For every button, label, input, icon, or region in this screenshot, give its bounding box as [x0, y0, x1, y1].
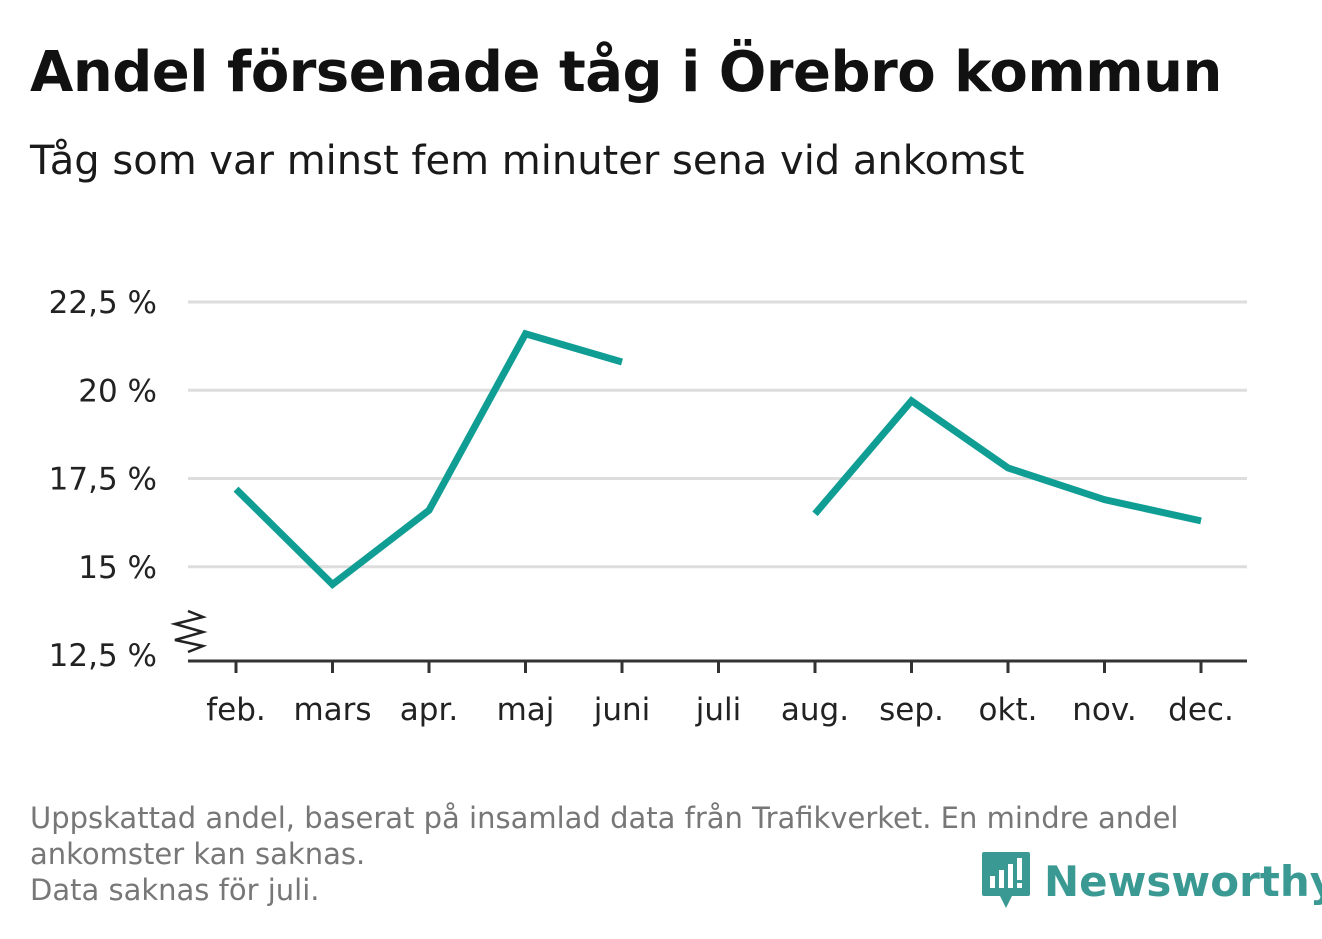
- x-tick-label: maj: [497, 692, 555, 728]
- brand-name: Newsworthy: [1044, 856, 1322, 906]
- series-line: [812, 396, 1202, 525]
- x-tick-label: feb.: [206, 692, 266, 728]
- bar-chart-speech-bubble-icon: [982, 852, 1030, 908]
- x-tick-label: sep.: [879, 692, 944, 728]
- x-tick-label: dec.: [1168, 692, 1234, 728]
- x-tick-label: okt.: [979, 692, 1038, 728]
- x-tick-label: apr.: [400, 692, 458, 728]
- x-tick-label: nov.: [1072, 692, 1136, 728]
- series: [233, 329, 1202, 590]
- x-tick-label: juli: [695, 692, 742, 728]
- x-tick-label: mars: [293, 692, 371, 728]
- x-axis: feb. mars apr. maj juni juli aug. sep. okt. nov. d…: [170, 609, 1247, 728]
- y-tick-label: 15 %: [78, 550, 157, 586]
- chart-subtitle: Tåg som var minst fem minuter sena vid a…: [30, 138, 1025, 184]
- footnote-line-1: Uppskattad andel, baserat på insamlad da…: [30, 801, 1179, 835]
- y-axis: 12,5 % 15 % 17,5 % 20 % 22,5 %: [49, 285, 157, 674]
- y-tick-label: 20 %: [78, 373, 157, 409]
- x-tick-label: aug.: [781, 692, 849, 728]
- x-tick-label: juni: [593, 692, 651, 728]
- y-tick-label: 17,5 %: [49, 462, 157, 498]
- y-tick-label: 22,5 %: [49, 285, 157, 321]
- footnote-line-3: Data saknas för juli.: [30, 873, 320, 907]
- footnote: Uppskattad andel, baserat på insamlad da…: [30, 800, 1280, 908]
- gridlines: [188, 300, 1247, 569]
- footnote-line-2: ankomster kan saknas.: [30, 837, 366, 871]
- chart-title: Andel försenade tåg i Örebro kommun: [30, 40, 1222, 105]
- series-line: [233, 329, 623, 590]
- brand-logo: Newsworthy: [980, 850, 1322, 912]
- axis-break-icon: [170, 609, 208, 654]
- y-tick-label: 12,5 %: [49, 638, 157, 674]
